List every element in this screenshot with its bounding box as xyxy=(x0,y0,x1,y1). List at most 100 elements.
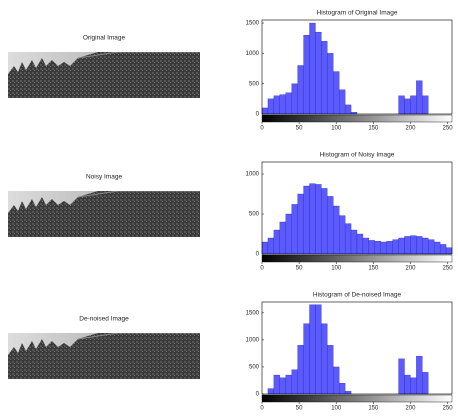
histogram-bar xyxy=(321,323,328,395)
chart-title: Histogram of Noisy Image xyxy=(320,152,395,159)
histogram-bar xyxy=(309,304,316,395)
y-tick-label: 1000 xyxy=(246,51,260,57)
histogram-bar xyxy=(404,98,411,115)
histogram-bar xyxy=(333,71,340,115)
image xyxy=(8,52,200,98)
histogram-bar xyxy=(303,35,310,115)
histogram-bar xyxy=(327,196,334,255)
y-tick-label: 0 xyxy=(256,112,260,118)
histogram-bar xyxy=(339,383,346,395)
colorbar xyxy=(261,394,453,403)
histogram-bar xyxy=(327,345,334,395)
histogram-bar xyxy=(445,247,453,255)
histogram-bar xyxy=(315,31,322,115)
histogram-bar xyxy=(380,241,387,255)
histogram-bar xyxy=(279,377,286,395)
y-tick-label: 500 xyxy=(249,212,260,218)
x-tick-label: 250 xyxy=(443,126,454,132)
histogram-bar xyxy=(339,89,346,115)
chart-title: Histogram of De-noised Image xyxy=(313,292,402,299)
image-title: De-noised Image xyxy=(79,316,129,323)
histogram-bar xyxy=(291,369,298,395)
histogram-bar xyxy=(439,244,447,255)
histogram-bar xyxy=(398,95,405,115)
colorbar xyxy=(261,254,453,263)
x-tick-label: 250 xyxy=(443,406,454,412)
y-tick-label: 500 xyxy=(249,81,260,87)
x-tick-label: 0 xyxy=(260,126,264,132)
histogram-bar xyxy=(344,104,352,115)
y-tick-label: 1500 xyxy=(246,310,260,316)
histogram-bar xyxy=(291,83,298,115)
histogram-bar xyxy=(309,22,316,115)
x-tick-label: 50 xyxy=(296,266,303,272)
histogram-bar xyxy=(261,241,269,255)
histogram-bar xyxy=(428,239,435,255)
image-title: Noisy Image xyxy=(86,174,123,181)
histogram-bar xyxy=(279,94,286,115)
axes-box xyxy=(261,301,453,395)
histogram-bar xyxy=(267,98,275,115)
colorbar xyxy=(261,114,453,123)
histogram-bar xyxy=(333,205,340,255)
histogram-bar xyxy=(398,358,405,395)
histogram-bar xyxy=(321,41,328,115)
histogram-bar xyxy=(273,374,280,395)
histogram-bar xyxy=(404,236,411,255)
histogram-bar xyxy=(362,237,370,255)
histogram-bar xyxy=(339,215,346,255)
histogram-bar xyxy=(303,185,310,255)
histogram-chart: Histogram of Original Image 0 500 1000 1500 0… xyxy=(246,10,454,132)
histogram-bar xyxy=(333,366,340,395)
histogram-bar xyxy=(368,240,375,255)
histogram-bar xyxy=(285,213,292,255)
y-tick-label: 0 xyxy=(256,392,260,398)
axes-box xyxy=(261,19,453,115)
histogram-bar xyxy=(267,388,275,395)
histogram-bar xyxy=(279,221,286,255)
histogram-bar xyxy=(392,239,399,255)
histogram-bar xyxy=(422,237,429,255)
histogram-bar xyxy=(422,372,429,395)
x-tick-label: 0 xyxy=(260,266,264,272)
histogram-bar xyxy=(422,95,429,115)
histogram-bar xyxy=(261,107,269,115)
histogram-bar xyxy=(344,391,352,395)
x-tick-label: 100 xyxy=(331,266,342,272)
image-panel: Original Image Noisy Image De-noised Ima… xyxy=(8,35,200,379)
y-tick-label: 500 xyxy=(249,365,260,371)
histogram-bar xyxy=(315,304,322,395)
x-tick-label: 150 xyxy=(368,126,379,132)
histogram-chart: Histogram of De-noised Image050010001500… xyxy=(246,292,454,412)
image xyxy=(8,191,200,237)
x-tick-label: 100 xyxy=(331,126,342,132)
histogram-bar xyxy=(297,345,304,395)
histogram-bar xyxy=(285,374,292,395)
x-tick-label: 100 xyxy=(331,406,342,412)
histogram-bar xyxy=(273,229,280,255)
image xyxy=(8,333,200,379)
histogram-bar xyxy=(267,237,275,255)
histogram-bar xyxy=(410,377,417,395)
histogram-bar xyxy=(273,95,280,115)
histogram-bar xyxy=(434,241,441,255)
x-tick-label: 50 xyxy=(296,406,303,412)
histogram-bar xyxy=(297,193,304,255)
histogram-bar xyxy=(410,95,417,115)
histogram-bar xyxy=(374,241,381,255)
y-tick-label: 1500 xyxy=(246,21,260,27)
histogram-bar xyxy=(344,223,352,255)
axes-box xyxy=(261,161,453,255)
x-tick-label: 150 xyxy=(368,266,379,272)
histogram-bar xyxy=(416,80,423,115)
x-tick-label: 200 xyxy=(405,406,416,412)
histogram-bar xyxy=(416,236,423,255)
histogram-bar xyxy=(386,241,393,255)
x-tick-label: 200 xyxy=(405,126,416,132)
image-title: Original Image xyxy=(83,35,126,42)
histogram-bar xyxy=(285,92,292,115)
histogram-bar xyxy=(303,323,310,395)
histogram-bar xyxy=(321,188,328,255)
chart-title: Histogram of Original Image xyxy=(317,10,398,17)
